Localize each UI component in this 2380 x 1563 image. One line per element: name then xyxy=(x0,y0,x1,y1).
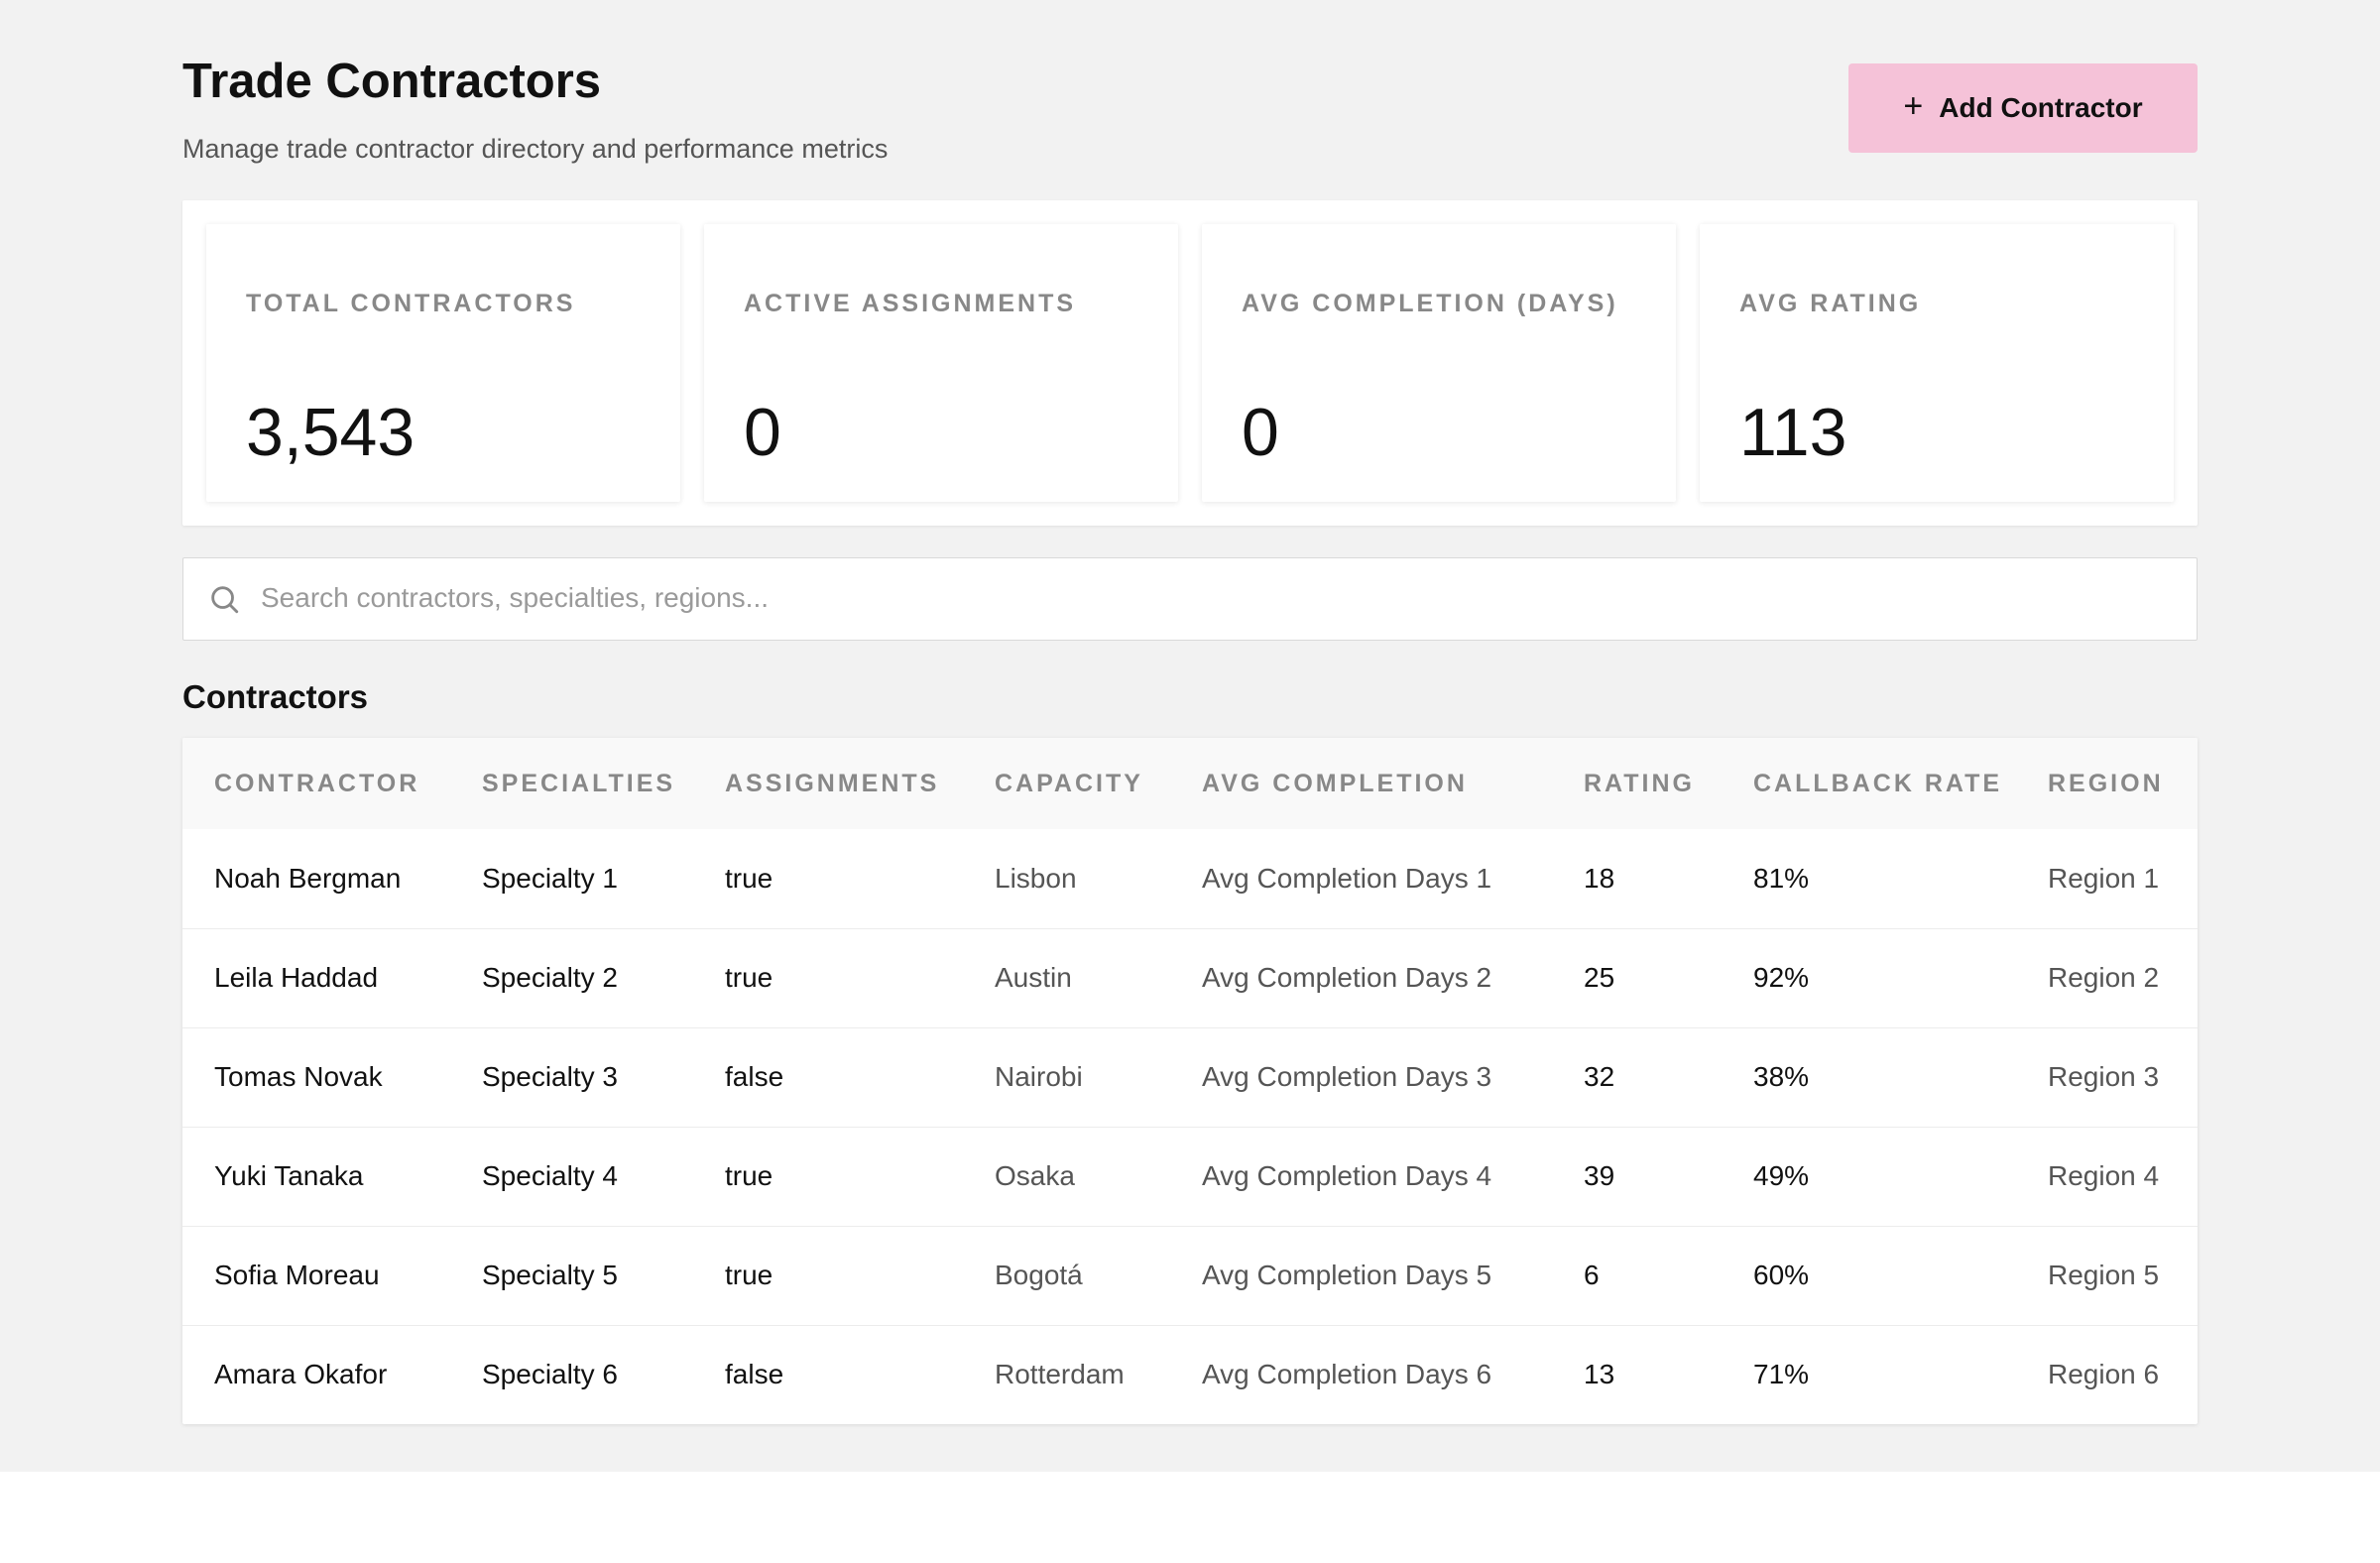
cell-assignments: true xyxy=(725,1160,774,1191)
stat-label: TOTAL CONTRACTORS xyxy=(246,290,576,317)
cell-contractor: Sofia Moreau xyxy=(214,1260,380,1290)
column-header-specialties[interactable]: SPECIALTIES xyxy=(482,769,676,797)
cell-rating: 25 xyxy=(1584,962,1615,993)
cell-callback-rate: 71% xyxy=(1753,1359,1810,1390)
cell-region: Region 2 xyxy=(2048,962,2160,993)
page: Trade Contractors Manage trade contracto… xyxy=(0,0,2380,1472)
cell-contractor: Leila Haddad xyxy=(214,962,379,993)
stat-card-active-assignments: ACTIVE ASSIGNMENTS 0 xyxy=(704,224,1178,502)
section-title-contractors: Contractors xyxy=(182,678,369,715)
cell-capacity: Nairobi xyxy=(995,1061,1083,1092)
cell-assignments: false xyxy=(725,1061,784,1092)
cell-avg-completion: Avg Completion Days 1 xyxy=(1202,862,1492,894)
stat-card-avg-rating: AVG RATING 113 xyxy=(1700,224,2174,502)
stat-value: 0 xyxy=(744,395,781,470)
cell-region: Region 6 xyxy=(2048,1359,2160,1390)
table-header-row: CONTRACTOR SPECIALTIES ASSIGNMENTS CAPAC… xyxy=(182,738,2198,829)
cell-capacity: Lisbon xyxy=(995,862,1077,894)
cell-avg-completion: Avg Completion Days 2 xyxy=(1202,962,1492,993)
table-row[interactable]: Tomas Novak Specialty 3 false Nairobi Av… xyxy=(182,1027,2198,1127)
plus-icon: + xyxy=(1903,87,1924,125)
cell-region: Region 3 xyxy=(2048,1061,2160,1092)
cell-callback-rate: 38% xyxy=(1753,1061,1810,1092)
column-header-contractor[interactable]: CONTRACTOR xyxy=(214,769,420,797)
cell-capacity: Osaka xyxy=(995,1160,1075,1191)
table-row[interactable]: Sofia Moreau Specialty 5 true Bogotá Avg… xyxy=(182,1226,2198,1325)
cell-rating: 32 xyxy=(1584,1061,1615,1092)
cell-region: Region 4 xyxy=(2048,1160,2160,1191)
cell-specialties: Specialty 6 xyxy=(482,1359,618,1390)
cell-capacity: Rotterdam xyxy=(995,1359,1125,1390)
cell-contractor: Yuki Tanaka xyxy=(214,1160,364,1191)
table-row[interactable]: Leila Haddad Specialty 2 true Austin Avg… xyxy=(182,928,2198,1027)
table-row[interactable]: Amara Okafor Specialty 6 false Rotterdam… xyxy=(182,1325,2198,1424)
cell-contractor: Noah Bergman xyxy=(214,862,402,894)
cell-assignments: true xyxy=(725,962,774,993)
cell-callback-rate: 60% xyxy=(1753,1260,1810,1290)
stat-card-avg-completion: AVG COMPLETION (DAYS) 0 xyxy=(1202,224,1676,502)
cell-assignments: false xyxy=(725,1359,784,1390)
cell-assignments: true xyxy=(725,862,774,894)
column-header-region[interactable]: REGION xyxy=(2048,769,2164,797)
cell-callback-rate: 49% xyxy=(1753,1160,1810,1191)
stat-label: ACTIVE ASSIGNMENTS xyxy=(744,290,1077,317)
cell-region: Region 5 xyxy=(2048,1260,2160,1290)
cell-rating: 39 xyxy=(1584,1160,1615,1191)
page-title: Trade Contractors xyxy=(182,55,602,108)
add-contractor-label: Add Contractor xyxy=(1939,92,2143,123)
cell-specialties: Specialty 5 xyxy=(482,1260,618,1290)
search-icon xyxy=(211,586,239,614)
cell-rating: 18 xyxy=(1584,862,1615,894)
stats-panel: TOTAL CONTRACTORS 3,543 ACTIVE ASSIGNMEN… xyxy=(182,200,2198,526)
cell-callback-rate: 81% xyxy=(1753,862,1810,894)
cell-avg-completion: Avg Completion Days 3 xyxy=(1202,1061,1492,1092)
cell-callback-rate: 92% xyxy=(1753,962,1810,993)
add-contractor-button[interactable]: + Add Contractor xyxy=(1848,63,2198,153)
cell-avg-completion: Avg Completion Days 6 xyxy=(1202,1359,1492,1390)
table-row[interactable]: Yuki Tanaka Specialty 4 true Osaka Avg C… xyxy=(182,1127,2198,1226)
cell-assignments: true xyxy=(725,1260,774,1290)
stat-card-total-contractors: TOTAL CONTRACTORS 3,543 xyxy=(206,224,680,502)
cell-rating: 6 xyxy=(1584,1260,1600,1290)
column-header-callback-rate[interactable]: CALLBACK RATE xyxy=(1753,769,2003,797)
cell-avg-completion: Avg Completion Days 4 xyxy=(1202,1160,1492,1191)
stat-value: 113 xyxy=(1739,395,1847,470)
cell-capacity: Bogotá xyxy=(995,1260,1083,1290)
column-header-assignments[interactable]: ASSIGNMENTS xyxy=(725,769,940,797)
cell-contractor: Tomas Novak xyxy=(214,1061,383,1092)
stat-label: AVG RATING xyxy=(1739,290,1922,317)
cell-avg-completion: Avg Completion Days 5 xyxy=(1202,1260,1492,1290)
cell-specialties: Specialty 1 xyxy=(482,862,618,894)
stat-value: 0 xyxy=(1242,395,1279,470)
search-input[interactable] xyxy=(261,558,2165,638)
cell-rating: 13 xyxy=(1584,1359,1615,1390)
cell-capacity: Austin xyxy=(995,962,1072,993)
cell-contractor: Amara Okafor xyxy=(214,1359,388,1390)
page-subtitle: Manage trade contractor directory and pe… xyxy=(182,134,889,164)
column-header-avg-completion[interactable]: AVG COMPLETION xyxy=(1202,769,1468,797)
column-header-capacity[interactable]: CAPACITY xyxy=(995,769,1143,797)
stat-value: 3,543 xyxy=(246,395,416,470)
cell-specialties: Specialty 2 xyxy=(482,962,618,993)
cell-specialties: Specialty 4 xyxy=(482,1160,618,1191)
cell-region: Region 1 xyxy=(2048,862,2160,894)
column-header-rating[interactable]: RATING xyxy=(1584,769,1695,797)
stat-label: AVG COMPLETION (DAYS) xyxy=(1242,290,1618,317)
search-box[interactable] xyxy=(182,557,2198,641)
cell-specialties: Specialty 3 xyxy=(482,1061,618,1092)
contractors-table: CONTRACTOR SPECIALTIES ASSIGNMENTS CAPAC… xyxy=(182,738,2198,1424)
table-row[interactable]: Noah Bergman Specialty 1 true Lisbon Avg… xyxy=(182,829,2198,928)
